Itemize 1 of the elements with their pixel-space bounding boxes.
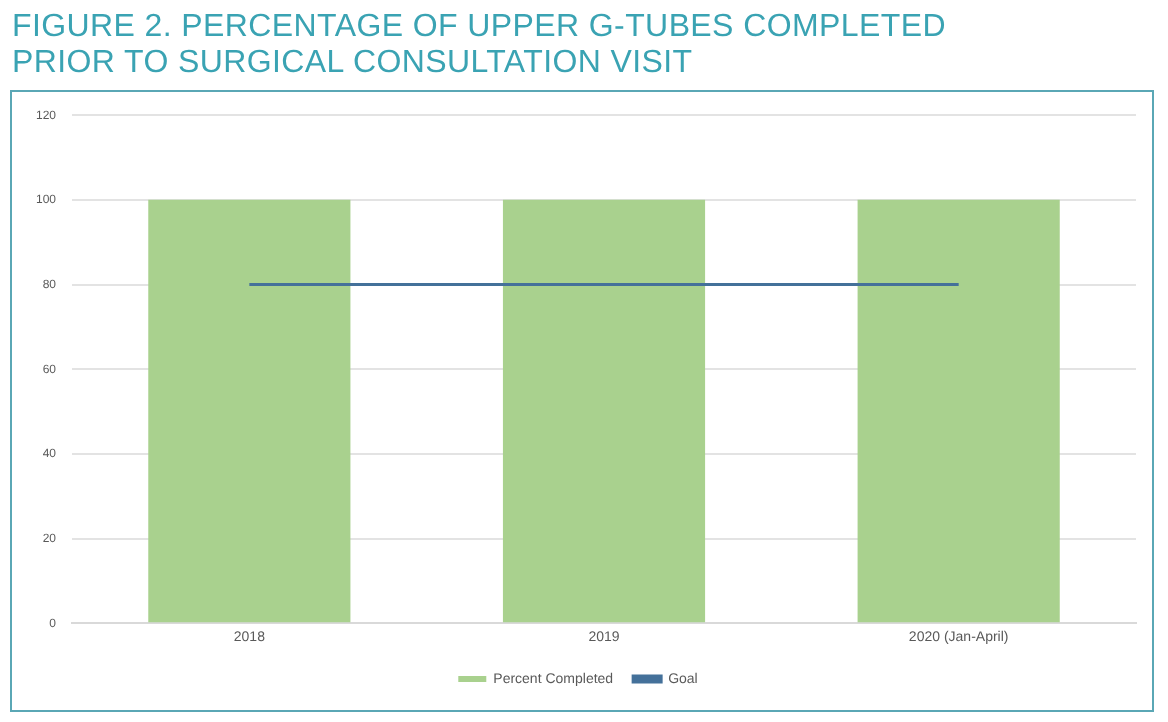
chart-title: FIGURE 2. PERCENTAGE OF UPPER G-TUBES COMPLETED PRIOR TO SURGICAL CONSULTATION VISIT — [12, 10, 948, 82]
